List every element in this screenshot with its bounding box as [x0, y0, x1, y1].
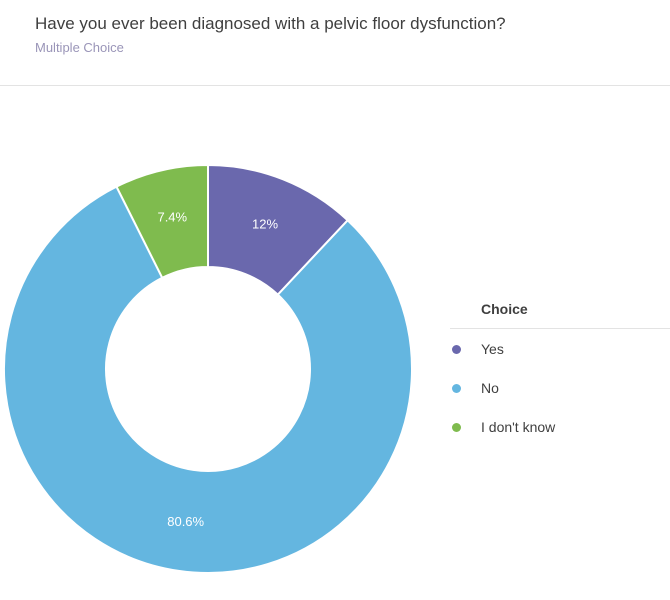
question-type-label: Multiple Choice	[35, 40, 124, 55]
slice-data-label-1: 80.6%	[167, 514, 204, 529]
legend-dot-icon	[452, 345, 461, 354]
legend-label: No	[481, 380, 499, 396]
legend-item-2[interactable]: I don't know	[450, 407, 670, 446]
donut-slice-2[interactable]	[115, 163, 209, 280]
donut-chart: 12% 80.6% 7.4%	[3, 163, 413, 574]
legend-dot-icon	[452, 384, 461, 393]
legend-item-0[interactable]: Yes	[450, 329, 670, 368]
question-title: Have you ever been diagnosed with a pelv…	[35, 14, 506, 33]
legend-label: I don't know	[481, 419, 556, 435]
slice-data-label-2: 7.4%	[157, 210, 187, 225]
donut-slice-1[interactable]	[3, 185, 413, 574]
legend-list: Yes No I don't know	[450, 329, 670, 446]
slice-data-label-0: 12%	[252, 216, 278, 231]
legend-dot-icon	[452, 423, 461, 432]
legend-item-1[interactable]: No	[450, 368, 670, 407]
chart-legend: Choice Yes No I don't know	[450, 290, 670, 446]
question-header: Have you ever been diagnosed with a pelv…	[0, 0, 670, 86]
legend-title: Choice	[450, 290, 670, 329]
legend-label: Yes	[481, 341, 504, 357]
